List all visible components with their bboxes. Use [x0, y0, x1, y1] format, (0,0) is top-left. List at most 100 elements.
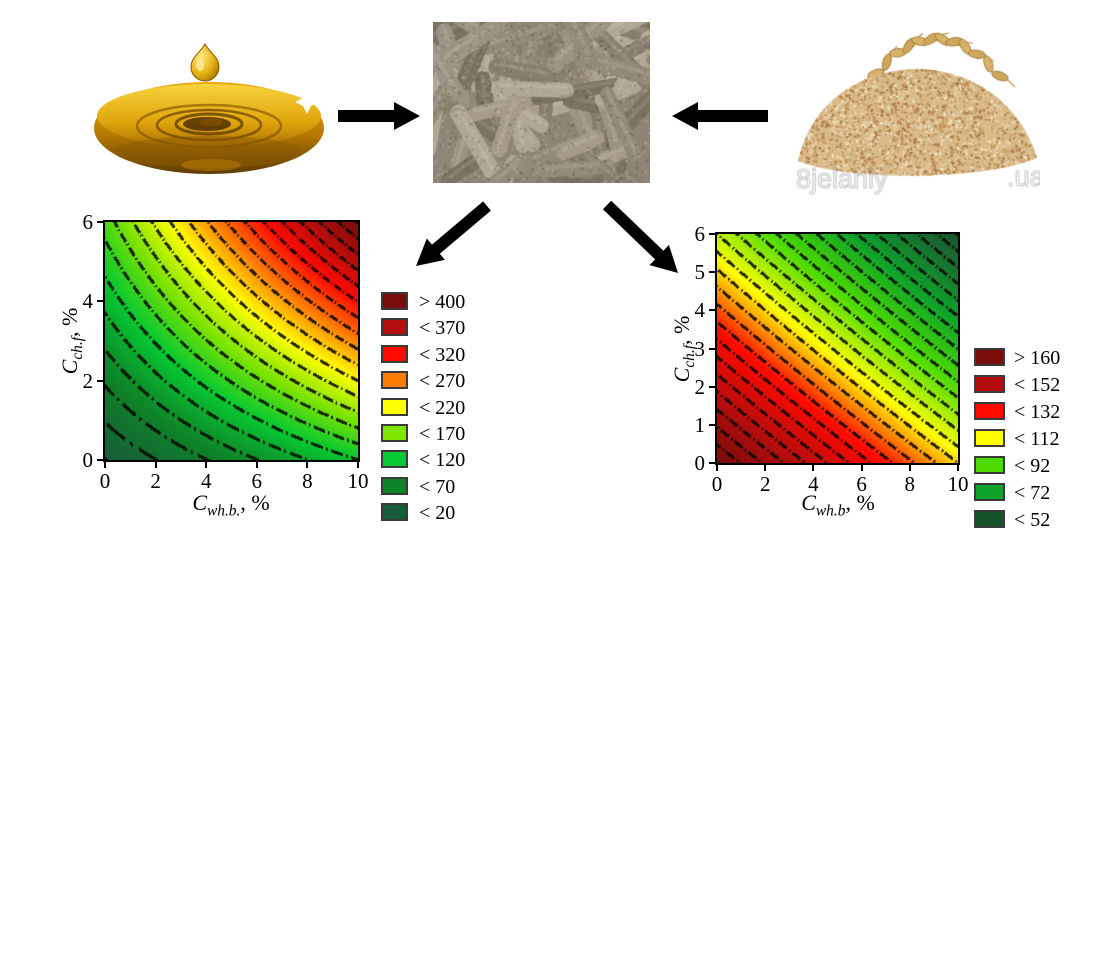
legend-swatch [974, 510, 1005, 528]
arrow-pellets-to-right-plot [602, 200, 678, 273]
x-tick-label: 2 [150, 469, 161, 493]
legend-swatch [381, 503, 408, 522]
x-tick-mark [154, 462, 157, 468]
y-tick-label: 4 [694, 298, 706, 323]
x-tick-mark [104, 462, 106, 468]
y-tick-label: 2 [694, 374, 706, 399]
x-tick-mark [957, 465, 959, 471]
legend-label: < 112 [1014, 428, 1060, 450]
legend-swatch [381, 318, 408, 337]
x-tick-mark [812, 465, 815, 471]
y-axis-label: Cch.f, % [669, 316, 699, 383]
legend-label: < 120 [419, 449, 466, 472]
legend-label: < 270 [419, 370, 466, 393]
legend-swatch [974, 483, 1005, 501]
x-tick-label: 6 [856, 472, 867, 496]
legend-swatch [381, 397, 408, 416]
x-tick-label: 4 [808, 472, 819, 496]
axis-symbol: C [668, 367, 694, 383]
arrow-pellets-to-left-plot [416, 201, 491, 266]
legend-label: < 320 [419, 343, 466, 366]
contour-plot-frame [103, 220, 360, 462]
legend-label: < 70 [419, 475, 456, 498]
x-tick-label: 8 [302, 469, 313, 493]
x-tick-label: 0 [99, 469, 111, 493]
x-tick-mark [306, 462, 309, 468]
legend-label: < 220 [419, 396, 466, 419]
x-tick-mark [255, 462, 258, 468]
y-tick-label: 3 [694, 336, 706, 361]
arrow-bran-to-pellets [672, 102, 768, 130]
contour-plot-frame [715, 232, 960, 465]
y-tick-label: 2 [82, 368, 94, 393]
legend-swatch [974, 456, 1005, 474]
axis-units: , % [668, 315, 694, 345]
legend-label: < 132 [1014, 401, 1061, 423]
legend-label: < 72 [1014, 482, 1051, 504]
axis-symbol: C [56, 359, 82, 375]
axis-symbol: C [192, 490, 207, 515]
x-tick-label: 2 [759, 472, 771, 496]
legend-swatch [381, 344, 408, 363]
y-tick-mark [97, 459, 103, 461]
y-tick-mark [709, 385, 715, 388]
y-tick-label: 6 [82, 210, 94, 234]
axis-units: , % [240, 490, 270, 515]
contour-plot-canvas [105, 222, 358, 460]
wheat-bran-image [795, 26, 1040, 198]
legend-label: > 400 [419, 291, 466, 313]
axis-subscript: ch.f [681, 344, 699, 368]
x-tick-label: 8 [904, 472, 916, 496]
legend-label: < 92 [1014, 455, 1051, 477]
x-tick-mark [357, 462, 359, 468]
y-tick-label: 0 [82, 448, 94, 472]
axis-units: , % [845, 490, 875, 515]
legend-label: > 160 [1014, 347, 1061, 369]
feed-pellets-image [433, 22, 650, 183]
y-tick-mark [709, 309, 715, 312]
y-axis-label: Cch.f, % [57, 308, 87, 375]
x-tick-mark [205, 462, 208, 468]
legend-label: < 52 [1014, 509, 1051, 531]
legend-swatch [381, 476, 408, 495]
legend-swatch [381, 371, 408, 390]
legend-swatch [974, 429, 1005, 447]
x-tick-mark [908, 465, 911, 471]
legend-swatch [974, 402, 1005, 420]
y-tick-mark [709, 271, 715, 274]
y-tick-mark [709, 233, 715, 235]
y-tick-mark [709, 347, 715, 350]
contour-plot-canvas [717, 234, 958, 463]
legend-swatch [974, 375, 1005, 393]
axis-subscript: ch.f [69, 336, 87, 360]
legend-swatch [381, 450, 408, 469]
axis-subscript: wh.b. [207, 502, 241, 520]
y-tick-label: 4 [82, 289, 94, 314]
x-tick-label: 0 [711, 472, 723, 496]
x-tick-mark [860, 465, 863, 471]
legend-swatch [381, 292, 408, 310]
axis-symbol: C [801, 490, 816, 515]
legend-swatch [974, 348, 1005, 366]
legend-label: < 152 [1014, 374, 1061, 396]
y-tick-mark [709, 462, 715, 464]
legend-swatch [381, 424, 408, 442]
y-tick-mark [97, 379, 103, 382]
x-axis-label: Cwh.b, % [801, 490, 875, 520]
axis-units: , % [56, 307, 82, 337]
x-axis-label: Cwh.b., % [192, 490, 269, 520]
legend-label: < 370 [419, 317, 466, 340]
y-tick-mark [97, 300, 103, 303]
y-tick-mark [709, 423, 715, 426]
y-tick-label: 5 [694, 260, 706, 285]
y-tick-label: 0 [694, 451, 706, 475]
legend-label: < 170 [419, 423, 466, 445]
x-tick-label: 6 [251, 469, 263, 493]
x-tick-mark [716, 465, 718, 471]
y-tick-label: 6 [694, 222, 706, 246]
axis-subscript: wh.b [815, 502, 846, 520]
legend-label: < 20 [419, 502, 456, 525]
arrow-oil-to-pellets [338, 102, 420, 130]
y-tick-label: 1 [694, 412, 706, 437]
